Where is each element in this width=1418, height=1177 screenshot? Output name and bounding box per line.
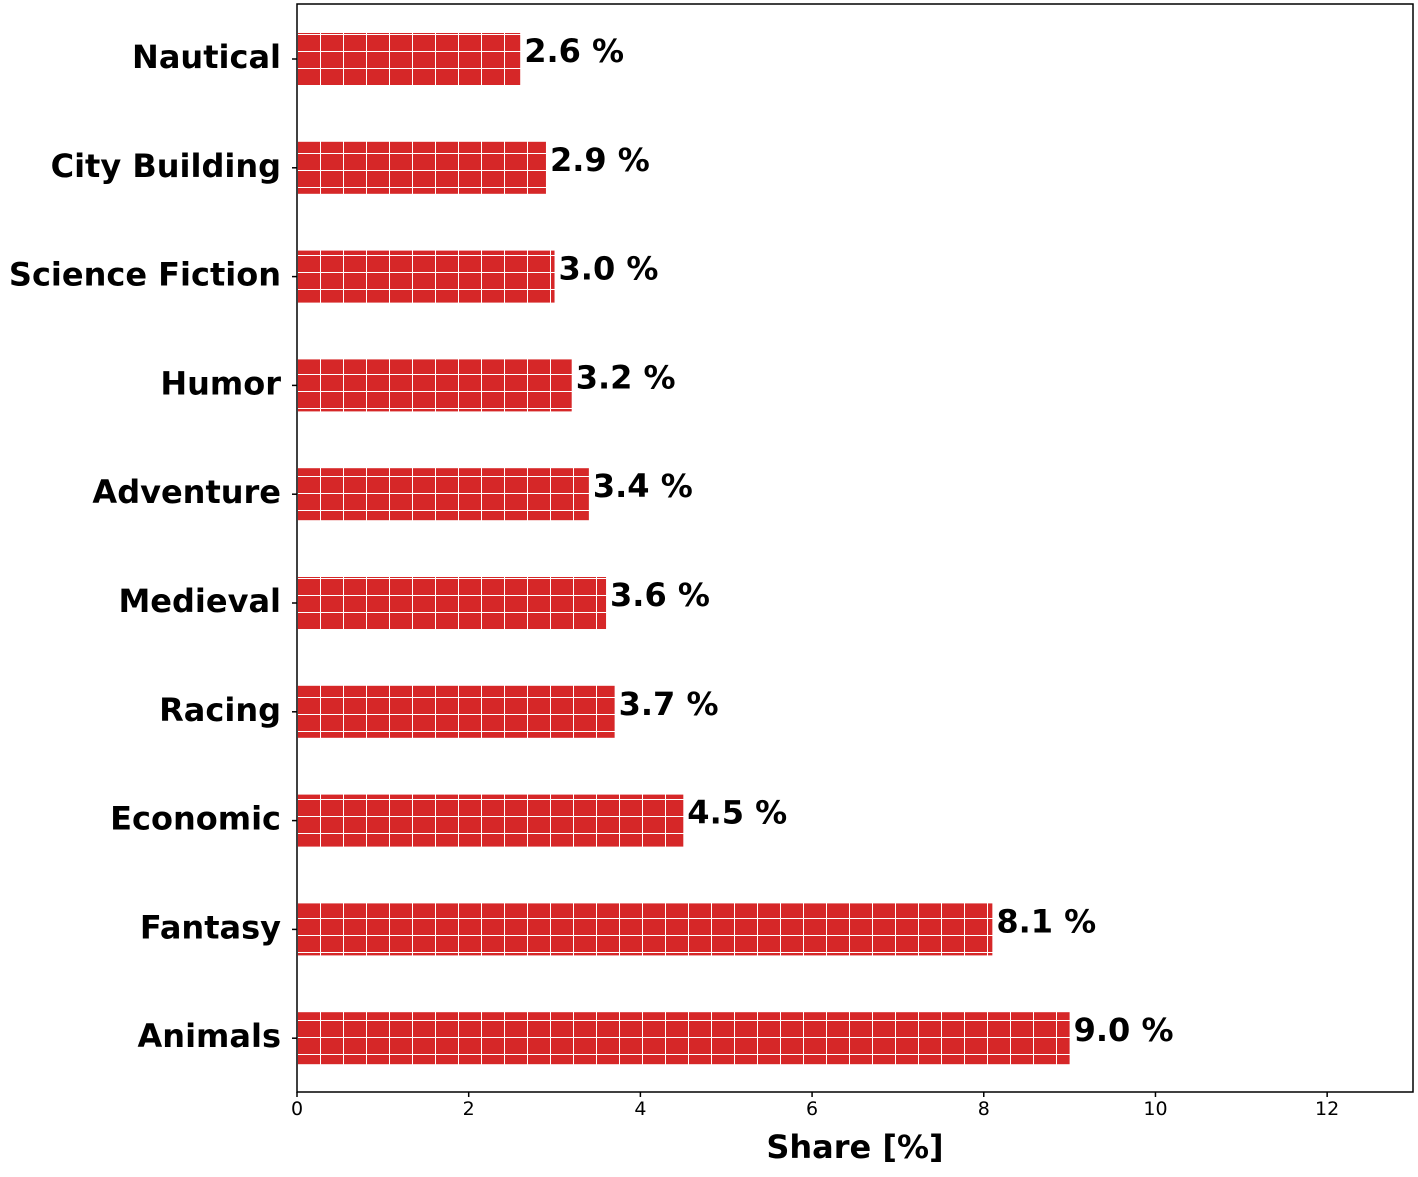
y-tick-label: Fantasy: [140, 908, 281, 946]
y-tick-label: Medieval: [118, 582, 281, 620]
bar-adventure: [297, 468, 589, 521]
bar-racing: [297, 685, 615, 738]
x-tick-label: 2: [463, 1098, 475, 1120]
y-ticks: Nautical City Building Science Fiction Humo…: [9, 38, 297, 1055]
x-tick-label: 0: [291, 1098, 303, 1120]
bars-layer: 2.6 % 2.9 % 3.0 % 3.2 % 3.4 % 3.6 % 3.7 % 4.5 %…: [297, 32, 1174, 1065]
y-tick-label: Economic: [110, 800, 281, 838]
x-tick-label: 12: [1315, 1098, 1339, 1120]
y-tick-label: Humor: [160, 364, 281, 402]
bar-fantasy: [297, 903, 993, 956]
data-label: 4.5 %: [687, 794, 787, 832]
data-label: 2.9 %: [550, 141, 650, 179]
data-label: 2.6 %: [524, 32, 624, 70]
x-tick-label: 10: [1143, 1098, 1167, 1120]
data-label: 3.0 %: [559, 250, 659, 288]
data-label: 3.6 %: [610, 576, 710, 614]
y-tick-label: Science Fiction: [9, 256, 281, 294]
y-tick-label: Nautical: [132, 38, 281, 76]
bar-city-building: [297, 141, 546, 194]
y-tick-label: Racing: [159, 691, 281, 729]
bar-medieval: [297, 577, 607, 629]
bar-economic: [297, 794, 684, 847]
plot-frame: [296, 3, 1414, 1093]
bar-humor: [297, 359, 572, 412]
data-label: 9.0 %: [1074, 1011, 1174, 1049]
x-ticks: 0 2 4 6 8 10 12: [291, 1092, 1339, 1120]
data-label: 3.2 %: [576, 358, 676, 396]
data-label: 3.7 %: [619, 685, 719, 723]
bar-science-fiction: [297, 250, 555, 303]
y-tick-label: Animals: [138, 1017, 281, 1055]
bar-animals: [297, 1012, 1070, 1065]
x-tick-label: 8: [978, 1098, 990, 1120]
x-axis-title: Share [%]: [766, 1128, 943, 1166]
x-tick-label: 6: [806, 1098, 818, 1120]
bar-nautical: [297, 33, 521, 85]
data-label: 8.1 %: [996, 902, 1096, 940]
x-tick-label: 4: [634, 1098, 646, 1120]
y-tick-label: City Building: [51, 147, 281, 185]
y-tick-label: Adventure: [92, 473, 281, 511]
data-label: 3.4 %: [593, 467, 693, 505]
